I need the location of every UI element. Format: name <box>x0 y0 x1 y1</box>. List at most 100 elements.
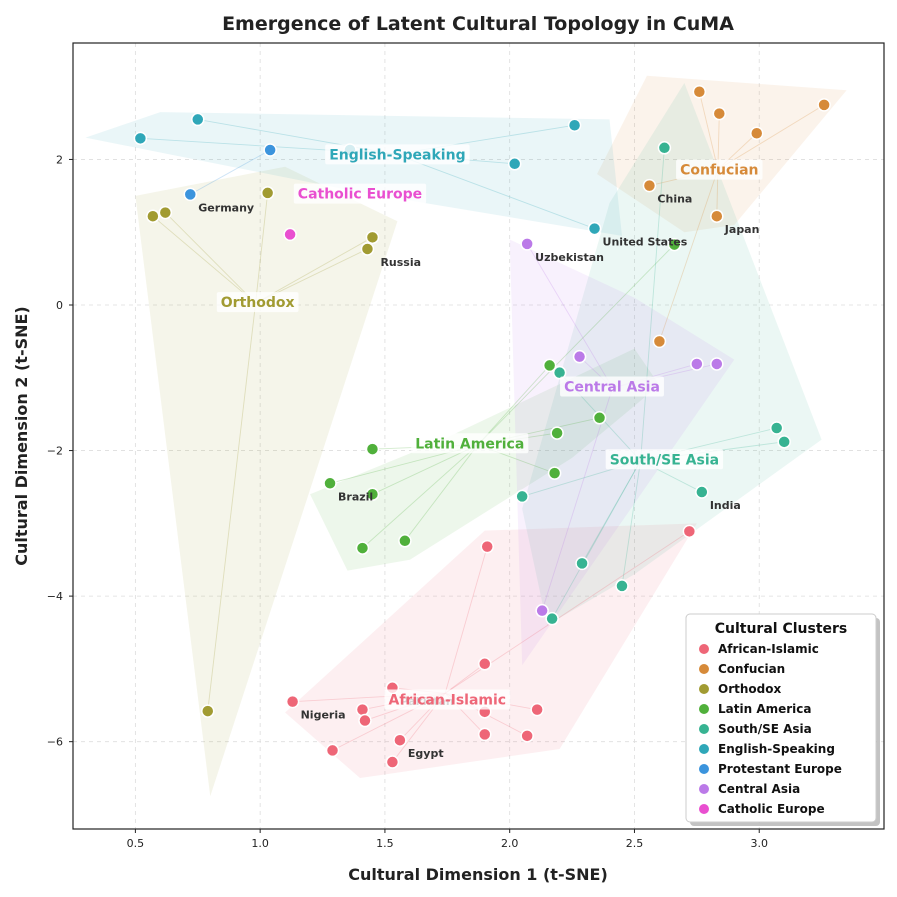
edge-confucian <box>717 104 825 170</box>
legend-label-latin-america: Latin America <box>718 702 812 716</box>
point-african-islamic <box>385 755 400 769</box>
point-african-islamic <box>520 729 534 743</box>
axis-ticks: 0.5 1.0 1.5 2.0 2.5 3.0 −6 −4 −2 0 2 <box>47 153 768 850</box>
edge-protestant-europe <box>190 171 231 195</box>
hull-african-islamic <box>285 523 697 779</box>
point-latin-america <box>550 426 564 440</box>
legend-label-central-asia: Central Asia <box>718 782 800 796</box>
legend: Cultural Clusters African-Islamic Confuci… <box>685 613 880 826</box>
legend-title: Cultural Clusters <box>715 621 848 637</box>
point-latin-america <box>398 534 412 548</box>
legend-label-confucian: Confucian <box>718 662 785 676</box>
cluster-label-english-speaking: English-Speaking <box>325 144 470 165</box>
point-latin-america <box>365 442 380 456</box>
x-tick-label: 2.5 <box>626 837 644 850</box>
cluster-edges <box>140 91 825 763</box>
edge-confucian <box>698 91 719 170</box>
hull-orthodox <box>135 166 398 797</box>
country-label: Germany <box>198 201 254 214</box>
cluster-label-text: South/SE Asia <box>610 452 719 468</box>
point-confucian <box>712 106 727 121</box>
legend-label-protestant-europe: Protestant Europe <box>718 762 842 776</box>
edge-orthodox <box>255 192 269 304</box>
cluster-label-central-asia: Central Asia <box>560 376 664 397</box>
point-orthodox <box>146 209 160 223</box>
legend-marker-orthodox <box>698 683 710 695</box>
cluster-label-latin-america: Latin America <box>411 433 529 454</box>
y-tick-label: 0 <box>56 299 63 312</box>
edge-south-se-asia <box>640 147 665 461</box>
point-latin-america <box>547 466 562 480</box>
cluster-label-text: Latin America <box>415 436 524 452</box>
edge-latin-america <box>404 444 479 542</box>
y-tick-label: −6 <box>47 736 63 749</box>
point-south-se-asia <box>615 579 629 593</box>
cluster-label-bg <box>216 292 299 313</box>
legend-label-african-islamic: African-Islamic <box>718 642 819 656</box>
edge-orthodox <box>165 212 256 304</box>
edge-central-asia <box>526 243 613 389</box>
edge-orthodox <box>152 215 256 304</box>
point-orthodox <box>365 230 380 245</box>
cluster-label-south-se-asia: South/SE Asia <box>605 449 724 470</box>
edge-african-islamic <box>444 663 486 694</box>
point-central-asia <box>520 237 534 251</box>
legend-marker-catholic-europe <box>698 803 710 815</box>
cluster-label-text: Orthodox <box>221 295 295 311</box>
edge-central-asia <box>541 387 613 611</box>
cluster-label-bg <box>293 183 427 204</box>
point-african-islamic <box>477 657 492 671</box>
country-label: India <box>710 499 741 512</box>
point-central-asia <box>690 357 704 371</box>
country-label: China <box>657 193 692 206</box>
point-african-islamic <box>480 539 494 554</box>
country-label: Uzbekistan <box>535 251 604 264</box>
legend-marker-central-asia <box>698 783 710 795</box>
point-african-islamic <box>682 524 697 539</box>
point-central-asia <box>535 603 549 618</box>
point-orthodox <box>201 704 215 718</box>
y-tick-label: 2 <box>56 153 63 166</box>
plot-frame <box>72 42 885 830</box>
cluster-label-bg <box>411 433 529 454</box>
point-latin-america <box>542 358 557 373</box>
point-english-speaking <box>507 157 522 171</box>
point-south-se-asia <box>545 611 559 626</box>
point-orthodox <box>260 186 275 200</box>
x-axis-label: Cultural Dimension 1 (t-SNE) <box>348 865 608 884</box>
point-south-se-asia <box>769 421 784 435</box>
chart-title: Emergence of Latent Cultural Topology in… <box>222 13 734 35</box>
cluster-label-bg <box>605 449 724 470</box>
point-confucian <box>652 334 667 349</box>
country-label: Nigeria <box>301 709 346 722</box>
point-latin-america <box>323 476 337 491</box>
legend-marker-confucian <box>698 663 710 675</box>
legend-marker-latin-america <box>698 703 710 715</box>
x-tick-label: 1.5 <box>376 837 394 850</box>
cluster-labels: African-Islamic Confucian Orthodox Latin Am… <box>216 144 763 710</box>
point-south-se-asia <box>695 485 709 499</box>
cluster-label-text: English-Speaking <box>329 147 465 163</box>
country-label: Egypt <box>408 747 444 760</box>
point-african-islamic <box>325 743 340 758</box>
y-tick-label: −2 <box>47 445 63 458</box>
country-label: Brazil <box>338 490 373 503</box>
point-confucian <box>817 98 831 112</box>
point-english-speaking <box>191 112 205 127</box>
point-confucian <box>710 209 724 223</box>
point-african-islamic <box>530 702 544 717</box>
point-african-islamic <box>477 727 492 742</box>
cluster-label-bg <box>676 159 763 180</box>
legend-box <box>685 613 877 823</box>
cluster-label-text: Central Asia <box>564 380 660 396</box>
legend-label-english-speaking: English-Speaking <box>718 742 835 756</box>
point-south-se-asia <box>515 489 529 504</box>
cluster-label-bg <box>325 144 470 165</box>
point-latin-america <box>365 487 380 501</box>
point-south-se-asia <box>575 556 589 571</box>
point-south-se-asia <box>777 435 791 449</box>
legend-marker-south-se-asia <box>698 723 710 735</box>
cluster-label-bg <box>560 376 664 397</box>
point-orthodox <box>360 242 375 256</box>
